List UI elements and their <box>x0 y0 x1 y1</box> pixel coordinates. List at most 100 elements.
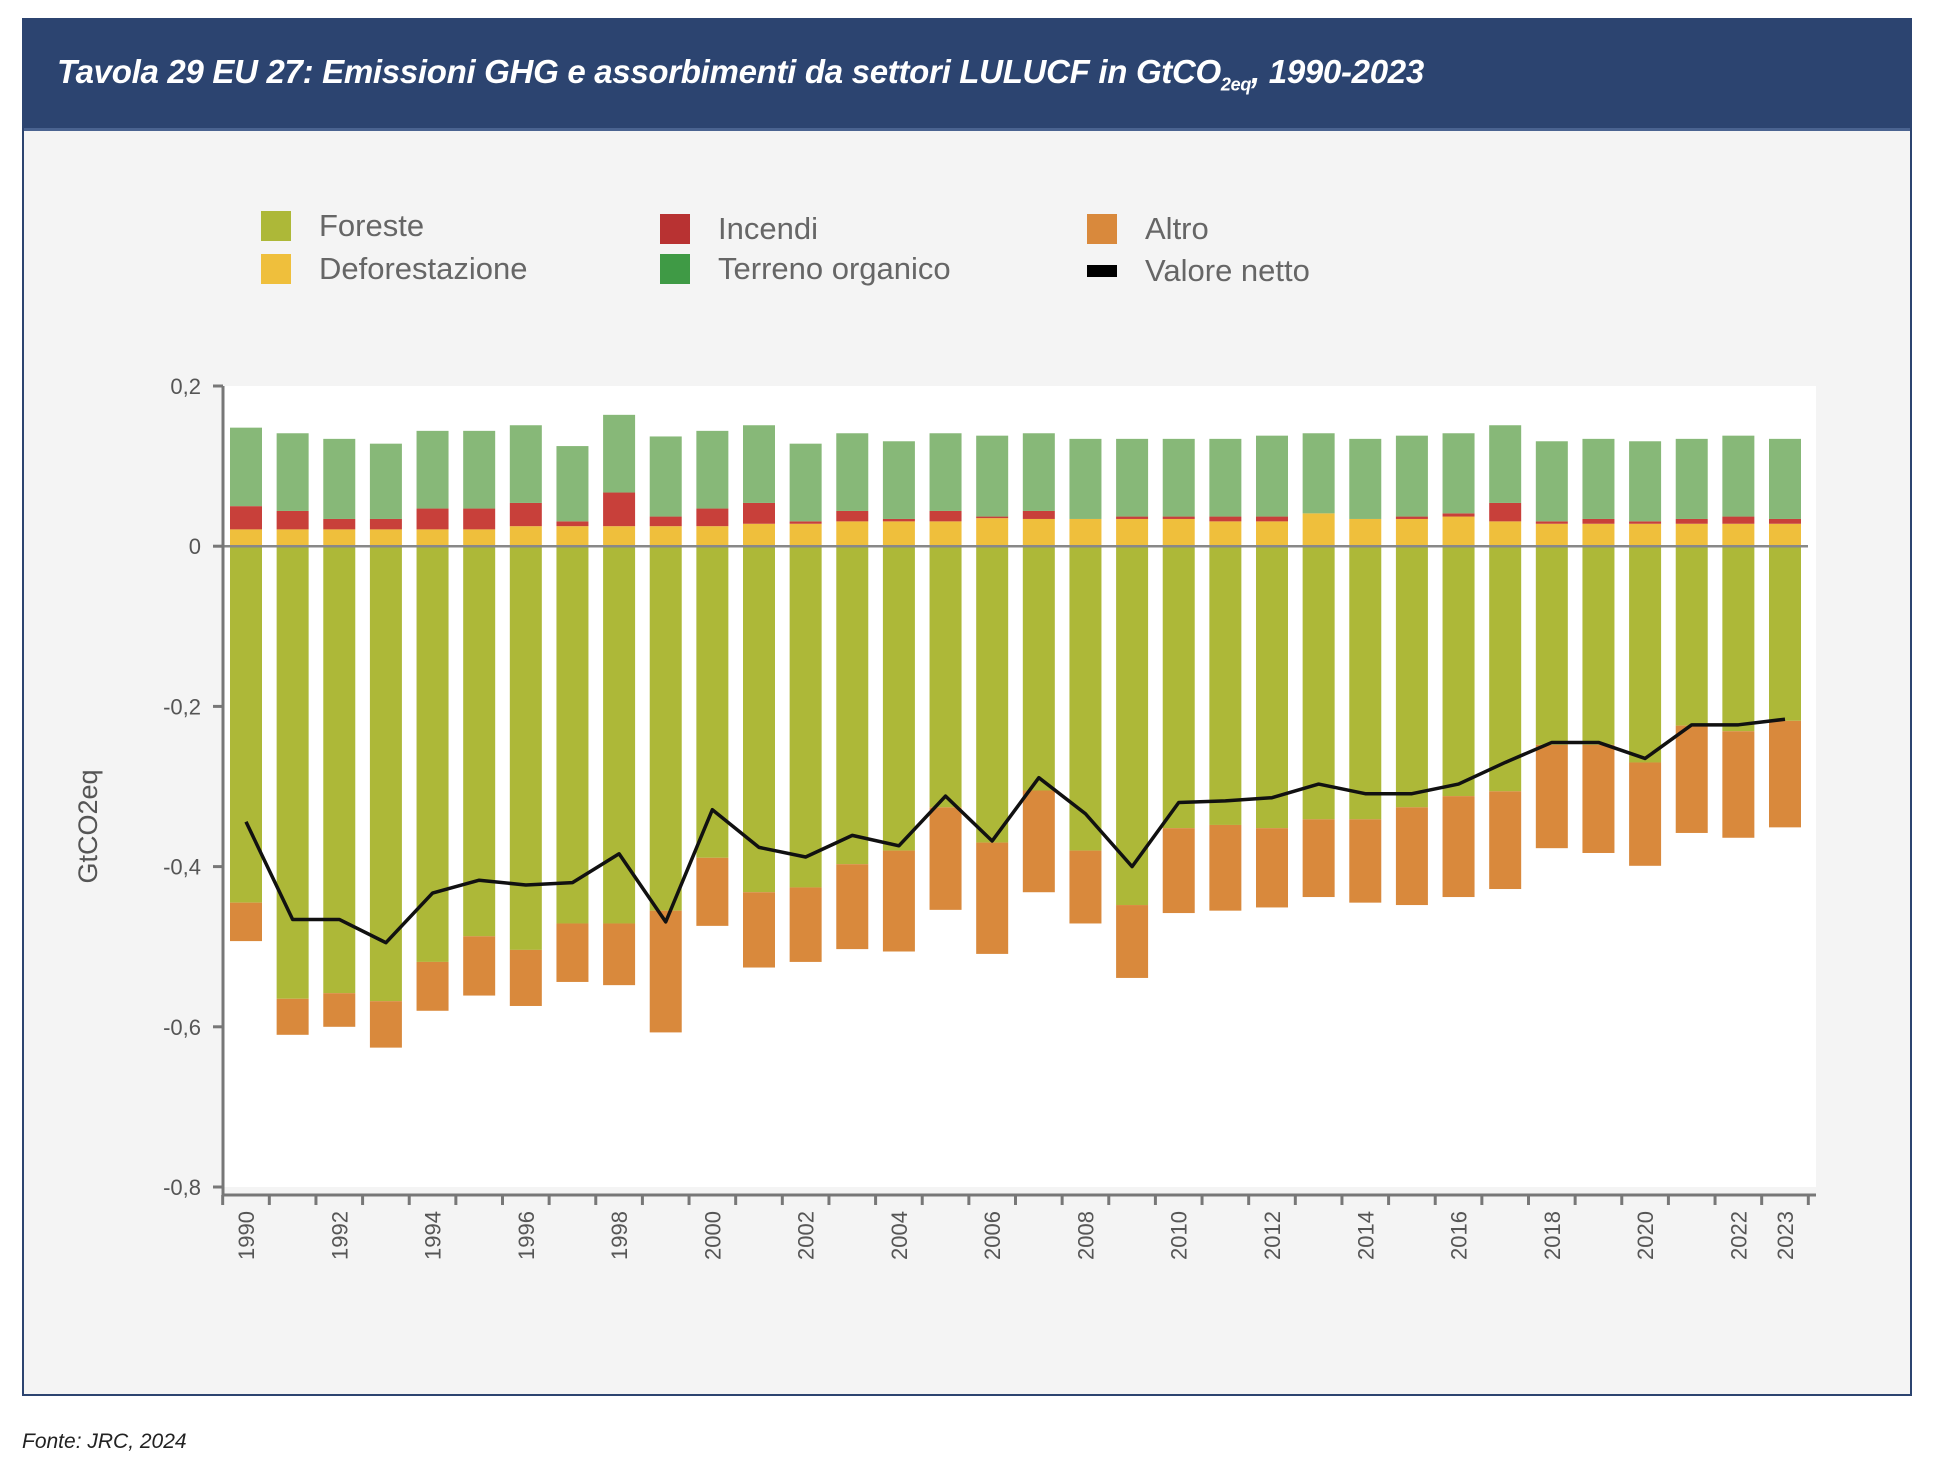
bar-deforestazione-2010 <box>1162 518 1195 547</box>
legend-swatch-incendi <box>660 214 690 244</box>
bar-deforestazione-2015 <box>1395 518 1428 547</box>
bar-terreno_organico-1997 <box>556 446 589 522</box>
bar-foreste-1995 <box>463 546 496 937</box>
x-tick-label: 2000 <box>700 1211 725 1260</box>
bar-incendi-2004 <box>882 518 915 522</box>
bar-incendi-1992 <box>323 518 356 530</box>
y-tick-label: -0,8 <box>163 1175 201 1200</box>
bar-incendi-2015 <box>1395 516 1428 519</box>
bar-terreno_organico-2006 <box>976 435 1009 517</box>
bar-foreste-2020 <box>1629 546 1662 763</box>
bar-deforestazione-2001 <box>743 523 775 547</box>
bar-altro-2006 <box>976 842 1009 954</box>
bar-terreno_organico-2019 <box>1582 438 1615 519</box>
bar-deforestazione-2003 <box>836 521 869 547</box>
bar-incendi-2017 <box>1489 502 1522 522</box>
bar-altro-2007 <box>1022 790 1055 893</box>
legend-item-valore-netto: Valore netto <box>1087 253 1310 289</box>
bar-foreste-1998 <box>603 546 636 924</box>
chart-title: Tavola 29 EU 27: Emissioni GHG e assorbi… <box>57 53 1424 96</box>
bar-foreste-1994 <box>416 546 449 962</box>
bar-foreste-2004 <box>882 546 915 851</box>
bar-altro-2015 <box>1395 807 1428 906</box>
y-tick-label: -0,2 <box>163 694 201 719</box>
bar-deforestazione-2002 <box>789 523 822 547</box>
x-tick-label: 2012 <box>1260 1211 1285 1260</box>
bar-foreste-2005 <box>929 546 962 808</box>
bar-altro-2002 <box>789 887 822 962</box>
bar-altro-1997 <box>556 923 589 982</box>
bar-incendi-1990 <box>230 506 262 530</box>
x-tick-label: 2010 <box>1167 1211 1192 1260</box>
bar-foreste-2002 <box>789 546 822 888</box>
bar-terreno_organico-1999 <box>649 436 682 517</box>
bar-deforestazione-2022 <box>1722 523 1755 547</box>
net-value-line <box>244 717 1786 945</box>
bar-altro-2003 <box>836 864 869 950</box>
bar-incendi-2009 <box>1116 516 1149 519</box>
bar-altro-1998 <box>603 923 636 986</box>
bar-terreno_organico-1996 <box>509 425 542 503</box>
x-tick-label: 2016 <box>1447 1211 1472 1260</box>
bar-incendi-2016 <box>1442 513 1475 517</box>
bar-deforestazione-1995 <box>463 529 496 547</box>
bar-altro-1996 <box>509 949 542 1006</box>
bar-altro-1992 <box>323 993 356 1027</box>
legend-swatch-terreno-organico <box>660 254 690 284</box>
bar-altro-2016 <box>1442 796 1475 898</box>
legend-label: Valore netto <box>1145 253 1310 288</box>
bar-incendi-1996 <box>509 502 542 527</box>
bar-altro-2004 <box>882 850 915 952</box>
bar-incendi-2018 <box>1535 521 1568 524</box>
bar-deforestazione-2023 <box>1769 523 1801 547</box>
bar-terreno_organico-2014 <box>1349 438 1382 519</box>
bar-altro-2023 <box>1769 720 1801 828</box>
x-tick-label: 2022 <box>1726 1211 1751 1260</box>
bar-deforestazione-1993 <box>369 529 402 547</box>
bar-terreno_organico-2020 <box>1629 441 1662 522</box>
bar-terreno_organico-2023 <box>1769 438 1801 519</box>
y-tick-label: 0,2 <box>170 374 201 399</box>
bar-incendi-2006 <box>976 516 1009 519</box>
plot-area <box>223 386 1816 1187</box>
source-note: Fonte: JRC, 2024 <box>22 1430 187 1453</box>
x-tick-label: 2014 <box>1353 1211 1378 1260</box>
bar-terreno_organico-2001 <box>743 425 775 503</box>
bar-foreste-2014 <box>1349 546 1382 820</box>
bar-altro-2018 <box>1535 744 1568 849</box>
x-tick-label: 1998 <box>607 1211 632 1260</box>
bar-foreste-2021 <box>1675 546 1708 726</box>
bar-altro-2012 <box>1256 828 1288 908</box>
bar-terreno_organico-2000 <box>696 430 729 509</box>
x-tick-label: 1992 <box>327 1211 352 1260</box>
bar-deforestazione-2006 <box>976 518 1009 547</box>
x-tick-label: 1994 <box>421 1211 446 1260</box>
legend-swatch-valore-netto <box>1087 265 1117 277</box>
bar-deforestazione-2013 <box>1302 513 1335 547</box>
bar-foreste-2007 <box>1022 546 1055 791</box>
y-tick-label: -0,4 <box>163 855 201 880</box>
bar-altro-2011 <box>1209 824 1242 911</box>
bar-terreno_organico-2011 <box>1209 438 1242 517</box>
bar-terreno_organico-2004 <box>882 441 915 519</box>
title-end: , 1990-2023 <box>1251 53 1424 90</box>
bar-deforestazione-2004 <box>882 521 915 547</box>
bar-foreste-2009 <box>1116 546 1149 906</box>
bar-incendi-1994 <box>416 508 449 530</box>
legend-item-terreno-organico: Terreno organico <box>660 251 951 287</box>
bar-incendi-2002 <box>789 521 822 524</box>
bar-deforestazione-2014 <box>1349 518 1382 547</box>
title-bar: Tavola 29 EU 27: Emissioni GHG e assorbi… <box>24 20 1910 131</box>
bar-altro-2005 <box>929 807 962 910</box>
bar-foreste-2006 <box>976 546 1009 843</box>
bar-terreno_organico-2012 <box>1256 435 1288 517</box>
bar-deforestazione-2012 <box>1256 521 1288 547</box>
bar-deforestazione-1998 <box>603 526 636 547</box>
bar-incendi-2023 <box>1769 518 1801 524</box>
bar-terreno_organico-1998 <box>603 414 636 493</box>
bar-deforestazione-1990 <box>230 529 262 547</box>
bar-incendi-2001 <box>743 502 775 524</box>
legend-swatch-foreste <box>261 211 291 241</box>
bar-terreno_organico-2022 <box>1722 435 1755 517</box>
